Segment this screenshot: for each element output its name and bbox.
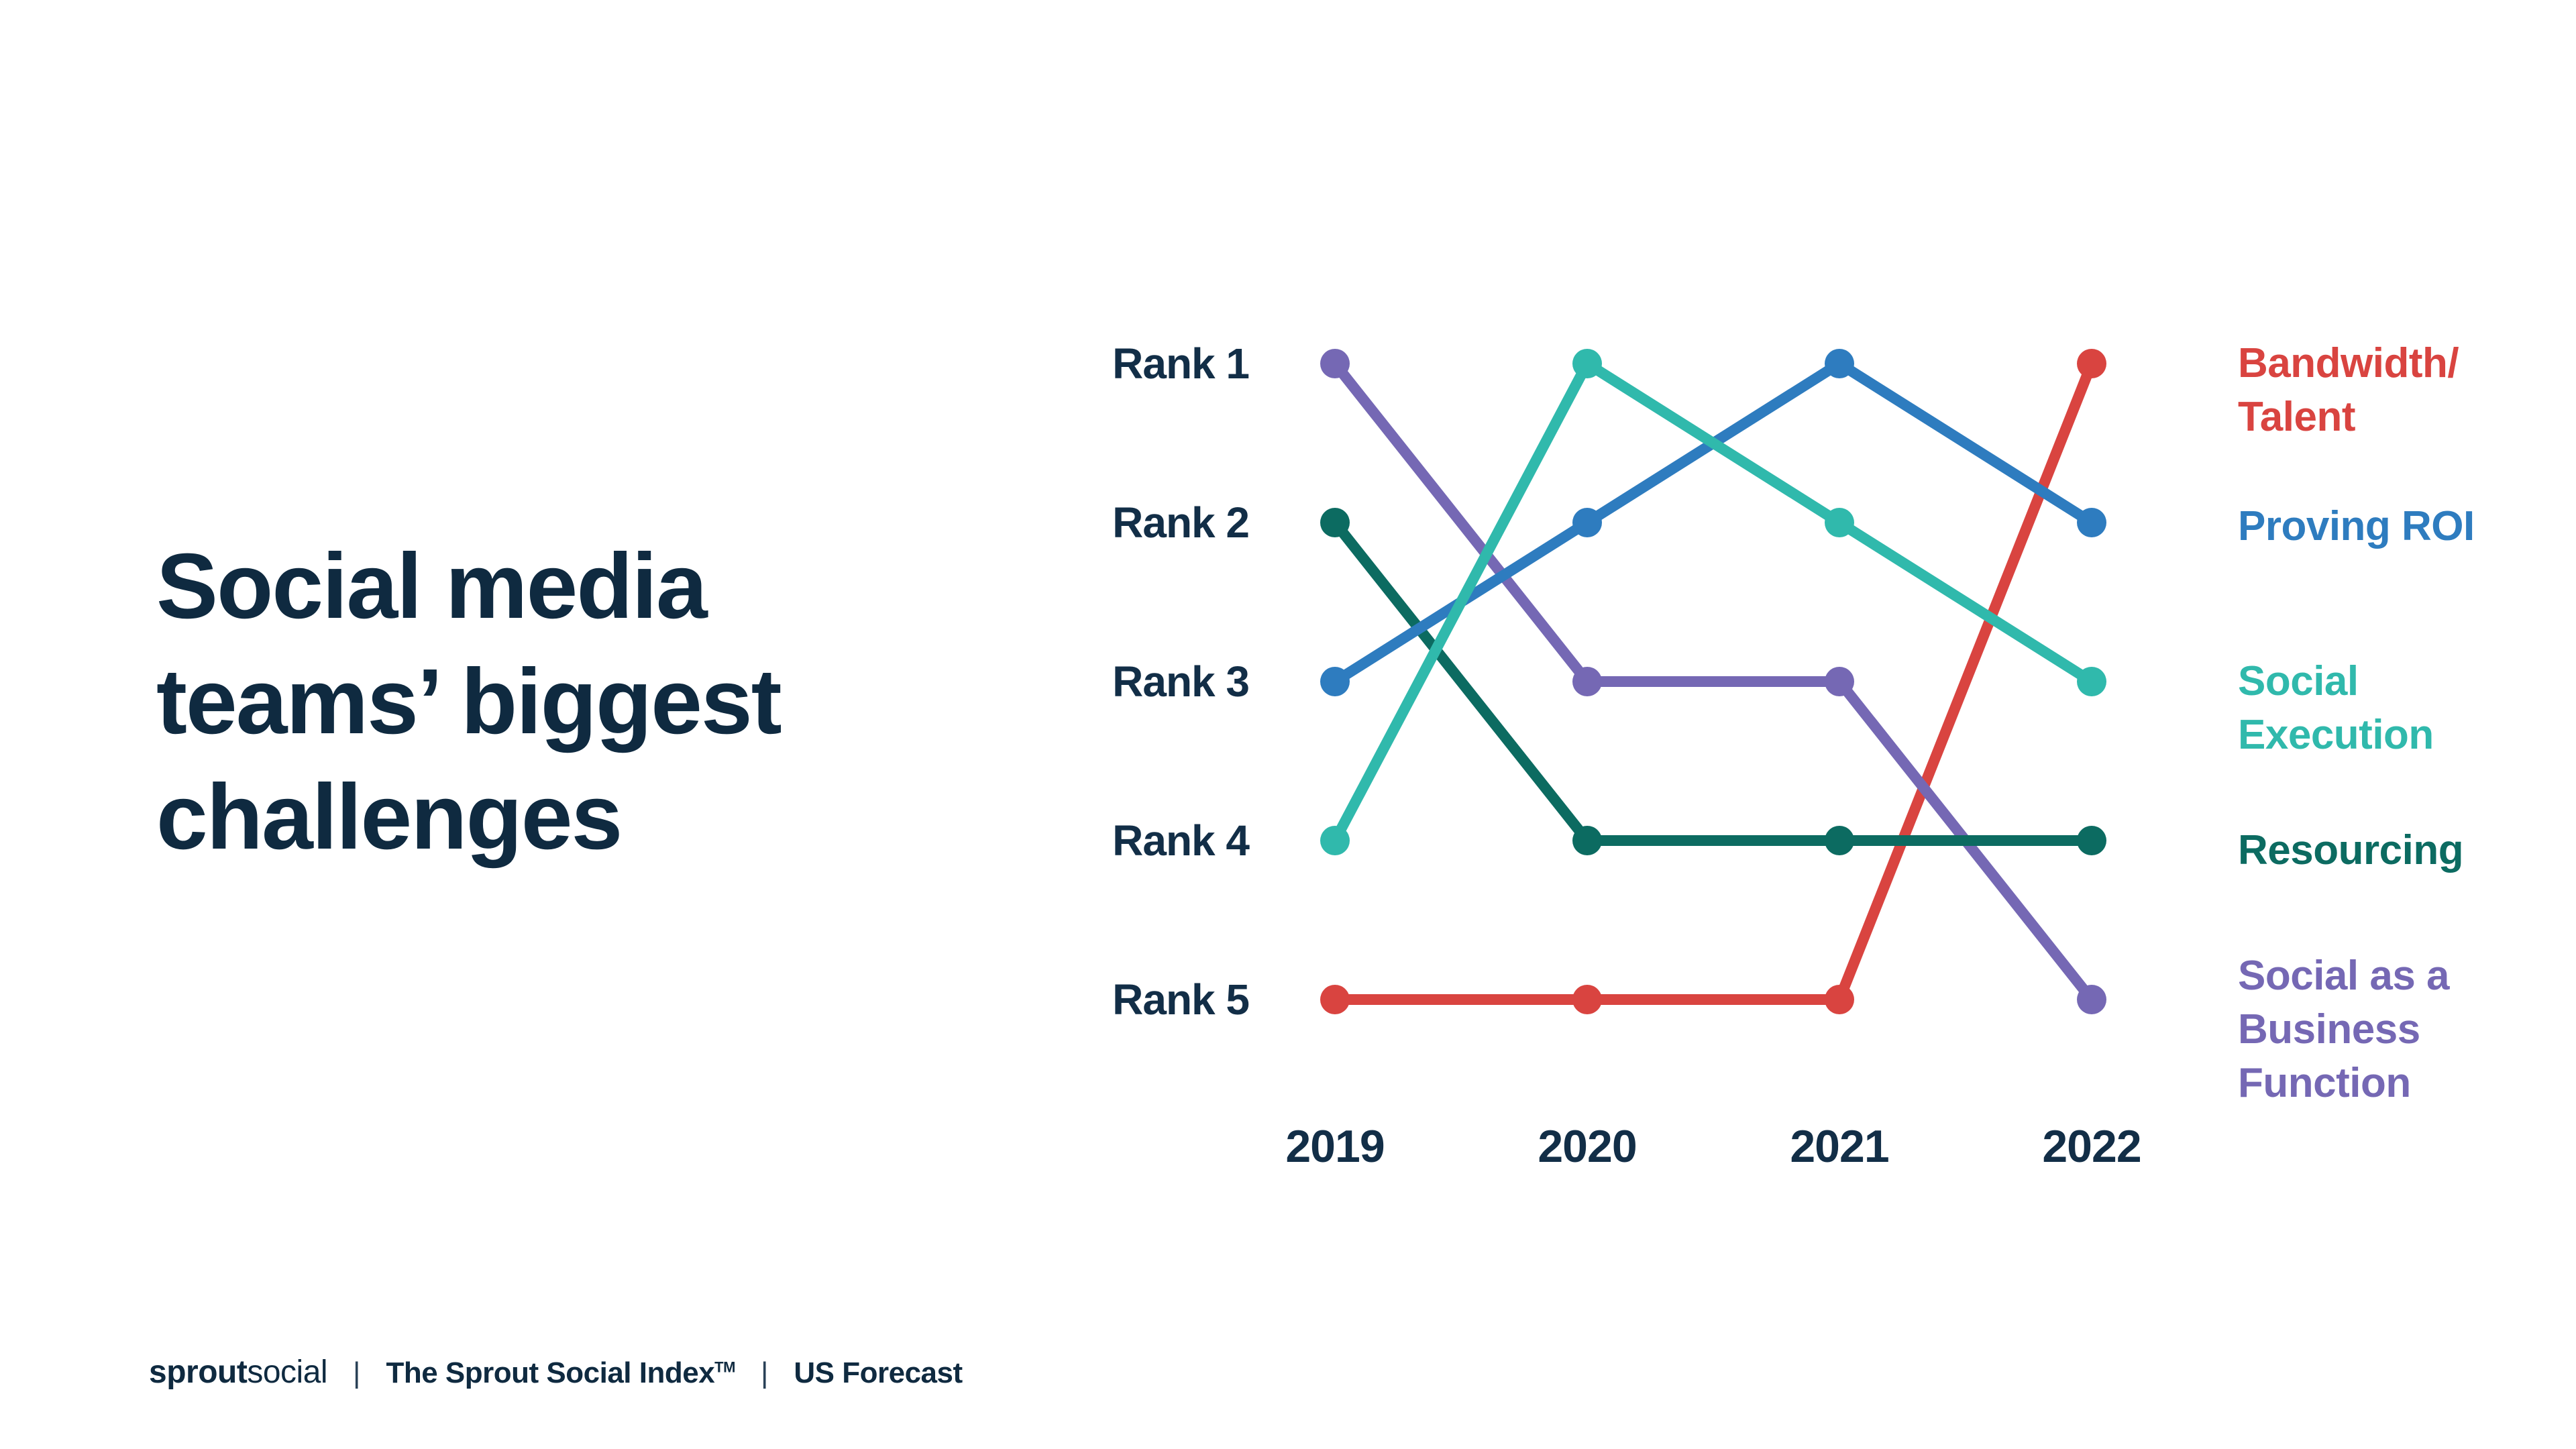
data-point-resourcing-2022 bbox=[2077, 826, 2106, 855]
legend-label-line: Social bbox=[2238, 658, 2359, 704]
footer-divider-1: | bbox=[353, 1356, 361, 1389]
data-point-social-as-a-business-function-2020 bbox=[1572, 667, 1602, 696]
data-point-resourcing-2020 bbox=[1572, 826, 1602, 855]
footer-divider-2: | bbox=[760, 1356, 769, 1389]
x-axis-label-2019: 2019 bbox=[1285, 1121, 1385, 1172]
page-title: Social media teams’ biggest challenges bbox=[156, 529, 782, 875]
series-line-social-as-a-business-function bbox=[1330, 358, 2097, 1005]
legend-label-line: Function bbox=[2238, 1060, 2411, 1106]
footer-index-title-text: The Sprout Social Index bbox=[386, 1356, 715, 1389]
legend-label-line: Execution bbox=[2238, 712, 2434, 758]
series-bandwidth-talent bbox=[1320, 349, 2106, 1014]
legend-resourcing: Resourcing bbox=[2238, 824, 2553, 877]
data-point-social-as-a-business-function-2019 bbox=[1320, 349, 1350, 378]
legend-label-line: Proving ROI bbox=[2238, 503, 2475, 549]
title-line-3: challenges bbox=[156, 765, 623, 869]
sprout-social-logo: sproutsocial bbox=[149, 1354, 328, 1391]
data-point-bandwidth-talent-2019 bbox=[1320, 985, 1350, 1014]
legend-social-as-a-business-function: Social as a Business Function bbox=[2238, 949, 2553, 1110]
y-axis-label-rank-3: Rank 3 bbox=[1112, 657, 1250, 706]
logo-sprout: sprout bbox=[149, 1354, 248, 1390]
legend-label-line: Talent bbox=[2238, 394, 2355, 440]
series-line-bandwidth-talent bbox=[1330, 358, 2097, 1005]
y-axis-label-rank-5: Rank 5 bbox=[1112, 975, 1250, 1024]
x-axis-label-2020: 2020 bbox=[1538, 1121, 1637, 1172]
title-line-1: Social media bbox=[156, 535, 708, 638]
legend-label-line: Resourcing bbox=[2238, 827, 2464, 873]
legend-label-line: Bandwidth/ bbox=[2238, 340, 2459, 386]
footer-index-title: The Sprout Social IndexTM bbox=[386, 1356, 735, 1390]
series-line-resourcing bbox=[1330, 517, 2097, 846]
y-axis-label-rank-2: Rank 2 bbox=[1112, 498, 1250, 547]
series-social-execution bbox=[1320, 349, 2106, 855]
data-point-proving-roi-2022 bbox=[2077, 508, 2106, 537]
data-point-social-execution-2020 bbox=[1572, 349, 1602, 378]
legend-label-line: Business bbox=[2238, 1006, 2420, 1053]
data-point-proving-roi-2021 bbox=[1825, 349, 1854, 378]
data-point-social-execution-2022 bbox=[2077, 667, 2106, 696]
series-resourcing bbox=[1320, 508, 2106, 855]
logo-social: social bbox=[247, 1354, 328, 1390]
series-line-social-execution bbox=[1330, 358, 2097, 846]
data-point-social-as-a-business-function-2022 bbox=[2077, 985, 2106, 1014]
legend-proving-roi: Proving ROI bbox=[2238, 500, 2553, 553]
data-point-bandwidth-talent-2021 bbox=[1825, 985, 1854, 1014]
data-point-social-execution-2019 bbox=[1320, 826, 1350, 855]
y-axis-label-rank-4: Rank 4 bbox=[1112, 816, 1250, 865]
data-point-resourcing-2021 bbox=[1825, 826, 1854, 855]
data-point-bandwidth-talent-2022 bbox=[2077, 349, 2106, 378]
data-point-social-as-a-business-function-2021 bbox=[1825, 667, 1854, 696]
x-axis-label-2021: 2021 bbox=[1790, 1121, 1889, 1172]
trademark-symbol: TM bbox=[714, 1358, 735, 1376]
data-point-proving-roi-2020 bbox=[1572, 508, 1602, 537]
legend-label-line: Social as a bbox=[2238, 953, 2450, 999]
data-point-proving-roi-2019 bbox=[1320, 667, 1350, 696]
footer-forecast-label: US Forecast bbox=[794, 1356, 963, 1389]
title-line-2: teams’ biggest bbox=[156, 650, 782, 753]
legend-social-execution: Social Execution bbox=[2238, 655, 2553, 762]
y-axis-label-rank-1: Rank 1 bbox=[1112, 339, 1250, 388]
data-point-bandwidth-talent-2020 bbox=[1572, 985, 1602, 1014]
data-point-resourcing-2019 bbox=[1320, 508, 1350, 537]
data-point-social-execution-2021 bbox=[1825, 508, 1854, 537]
footer: sproutsocial | The Sprout Social IndexTM… bbox=[149, 1354, 963, 1391]
legend-bandwidth-talent: Bandwidth/ Talent bbox=[2238, 337, 2553, 444]
x-axis-label-2022: 2022 bbox=[2042, 1121, 2141, 1172]
